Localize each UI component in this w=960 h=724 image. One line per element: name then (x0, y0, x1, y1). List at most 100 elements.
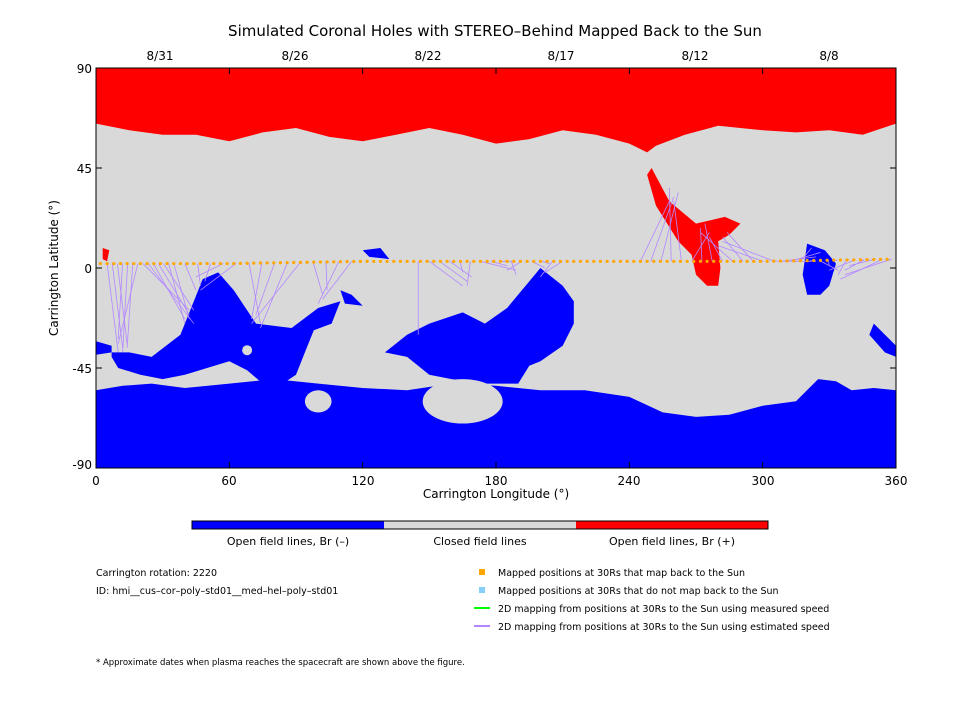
mapped-position-marker (152, 262, 155, 265)
mapped-position-marker (799, 259, 802, 262)
mapped-position-marker (579, 260, 582, 263)
mapped-position-marker (739, 260, 742, 263)
mapped-position-marker (472, 260, 475, 263)
mapped-position-marker (826, 259, 829, 262)
y-tick-label: -45 (72, 362, 92, 376)
mapped-position-marker (286, 261, 289, 264)
mapped-position-marker (346, 260, 349, 263)
mapped-position-marker (532, 260, 535, 263)
colorbar-label-closed: Closed field lines (433, 535, 527, 548)
mapped-position-marker (479, 260, 482, 263)
mapped-position-marker (232, 262, 235, 265)
mapped-position-marker (412, 260, 415, 263)
mapped-position-marker (119, 262, 122, 265)
map-content (96, 68, 896, 468)
coronal-map (96, 68, 896, 468)
carrington-rotation: Carrington rotation: 2220 (96, 568, 217, 579)
mapped-position-marker (206, 262, 209, 265)
y-tick-label: 90 (77, 62, 92, 76)
mapped-position-marker (639, 260, 642, 263)
mapped-position-marker (446, 260, 449, 263)
mapped-position-marker (246, 262, 249, 265)
mapped-position-marker (159, 262, 162, 265)
mapped-position-marker (659, 260, 662, 263)
mapped-position-marker (759, 260, 762, 263)
mapped-position-marker (819, 259, 822, 262)
info-block: Carrington rotation: 2220 ID: hmi__cus–c… (96, 568, 338, 597)
date-label: 8/31 (147, 49, 174, 63)
mapped-position-marker (219, 262, 222, 265)
mapped-position-marker (366, 260, 369, 263)
mapped-position-marker (259, 261, 262, 264)
mapped-position-marker (166, 262, 169, 265)
mapped-position-marker (432, 260, 435, 263)
mapped-position-marker (692, 260, 695, 263)
mapped-position-marker (372, 260, 375, 263)
mapped-position-marker (146, 262, 149, 265)
mapped-position-marker (406, 260, 409, 263)
mapped-position-marker (546, 260, 549, 263)
mapped-position-marker (706, 260, 709, 263)
colorbar-closed (384, 521, 576, 529)
colorbar: Open field lines, Br (–) Closed field li… (192, 521, 768, 548)
x-tick-label: 180 (485, 474, 508, 488)
mapped-position-marker (719, 260, 722, 263)
date-label: 8/8 (819, 49, 838, 63)
mapped-position-marker (792, 259, 795, 262)
mapped-position-marker (106, 262, 109, 265)
mapped-position-marker (612, 260, 615, 263)
colorbar-label-negative: Open field lines, Br (–) (227, 535, 349, 548)
legend-marker-mapped (479, 569, 485, 575)
mapped-position-marker (572, 260, 575, 263)
mapped-position-marker (746, 260, 749, 263)
mapped-position-marker (526, 260, 529, 263)
mapped-position-marker (599, 260, 602, 263)
mapped-position-marker (512, 260, 515, 263)
mapped-position-marker (419, 260, 422, 263)
model-id: ID: hmi__cus–cor–poly–std01__med–hel–pol… (96, 586, 338, 597)
mapped-position-marker (326, 260, 329, 263)
mapped-position-marker (652, 260, 655, 263)
y-axis-ticks: 90 45 0 -45 -90 (72, 62, 92, 472)
mapped-position-marker (686, 260, 689, 263)
mapped-position-marker (112, 262, 115, 265)
x-axis-ticks: 0 60 120 180 240 300 360 (92, 474, 907, 488)
mapped-position-marker (832, 259, 835, 262)
mapped-position-marker (339, 260, 342, 263)
closed-field-island (654, 361, 716, 397)
y-tick-label: 45 (77, 162, 92, 176)
legend: Mapped positions at 30Rs that map back t… (474, 568, 830, 633)
mapped-position-marker (726, 260, 729, 263)
mapped-position-marker (712, 260, 715, 263)
mapped-position-marker (239, 262, 242, 265)
mapped-position-marker (626, 260, 629, 263)
closed-field-island (423, 379, 503, 423)
mapped-position-marker (212, 262, 215, 265)
mapped-position-marker (552, 260, 555, 263)
mapped-position-marker (186, 262, 189, 265)
mapped-position-marker (646, 260, 649, 263)
mapped-position-marker (466, 260, 469, 263)
mapped-position-marker (859, 258, 862, 261)
mapped-position-marker (359, 260, 362, 263)
mapped-position-marker (846, 258, 849, 261)
x-tick-label: 360 (885, 474, 908, 488)
mapped-position-marker (566, 260, 569, 263)
mapped-position-marker (172, 262, 175, 265)
closed-field-island (233, 372, 239, 378)
mapped-position-marker (632, 260, 635, 263)
mapped-position-marker (519, 260, 522, 263)
mapped-position-marker (732, 260, 735, 263)
mapped-position-marker (319, 260, 322, 263)
mapped-position-marker (879, 258, 882, 261)
mapped-position-marker (199, 262, 202, 265)
mapped-position-marker (492, 260, 495, 263)
x-tick-label: 120 (352, 474, 375, 488)
mapped-position-marker (312, 261, 315, 264)
mapped-position-marker (539, 260, 542, 263)
mapped-position-marker (559, 260, 562, 263)
mapped-position-marker (619, 260, 622, 263)
legend-marker-unmapped (479, 587, 485, 593)
date-label: 8/26 (282, 49, 309, 63)
mapped-position-marker (452, 260, 455, 263)
